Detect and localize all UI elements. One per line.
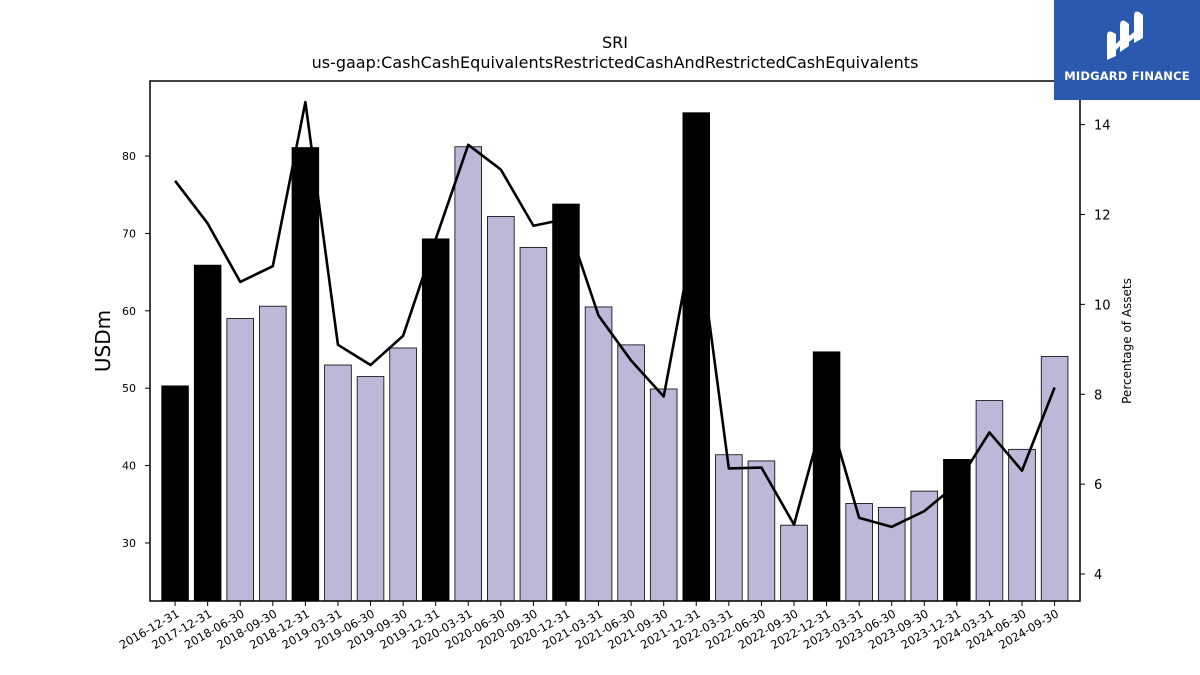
bar bbox=[584, 306, 613, 602]
bar bbox=[812, 351, 841, 602]
y-tick-label: 60 bbox=[122, 305, 136, 318]
bar bbox=[682, 112, 711, 602]
y2-tick-label: 14 bbox=[1094, 119, 1111, 134]
y-axis-label: USDm bbox=[91, 310, 115, 372]
bar bbox=[389, 347, 417, 602]
chart-title: SRI bbox=[602, 33, 628, 52]
bar bbox=[226, 318, 254, 602]
bar bbox=[519, 246, 548, 602]
y2-tick-label: 12 bbox=[1094, 208, 1111, 223]
bar bbox=[421, 238, 450, 602]
bar bbox=[649, 388, 678, 602]
y-tick-label: 80 bbox=[122, 150, 136, 163]
bar bbox=[259, 305, 287, 602]
bar bbox=[617, 344, 645, 602]
bar bbox=[715, 454, 743, 602]
bar bbox=[487, 216, 515, 602]
bar bbox=[943, 458, 971, 602]
y2-tick-label: 4 bbox=[1094, 568, 1102, 583]
bar bbox=[910, 490, 939, 602]
y2-tick-label: 10 bbox=[1094, 298, 1111, 313]
bar bbox=[324, 364, 352, 602]
plot-frame bbox=[149, 80, 1081, 602]
series-line bbox=[174, 100, 1056, 529]
bar bbox=[193, 264, 222, 602]
bar bbox=[1008, 448, 1036, 602]
bar bbox=[975, 400, 1004, 602]
bar bbox=[780, 524, 808, 602]
chart-subtitle: us-gaap:CashCashEquivalentsRestrictedCas… bbox=[312, 53, 919, 72]
y-tick-label: 70 bbox=[122, 227, 136, 240]
midgard-logo-icon bbox=[1107, 11, 1143, 60]
y2-tick-label: 6 bbox=[1094, 478, 1102, 493]
bar bbox=[552, 203, 580, 602]
bar bbox=[356, 376, 385, 602]
logo-text: MIDGARD FINANCE bbox=[1064, 69, 1190, 83]
bar bbox=[1040, 356, 1069, 602]
brand-logo: MIDGARD FINANCE bbox=[1054, 0, 1200, 100]
bar bbox=[454, 146, 483, 602]
y-tick-label: 40 bbox=[122, 460, 136, 473]
bar bbox=[161, 385, 189, 602]
bar bbox=[291, 147, 320, 602]
y2-axis-label: Percentage of Assets bbox=[1120, 278, 1134, 404]
y-tick-label: 30 bbox=[122, 537, 136, 550]
y2-tick-label: 8 bbox=[1094, 388, 1102, 403]
y-tick-label: 50 bbox=[122, 382, 136, 395]
